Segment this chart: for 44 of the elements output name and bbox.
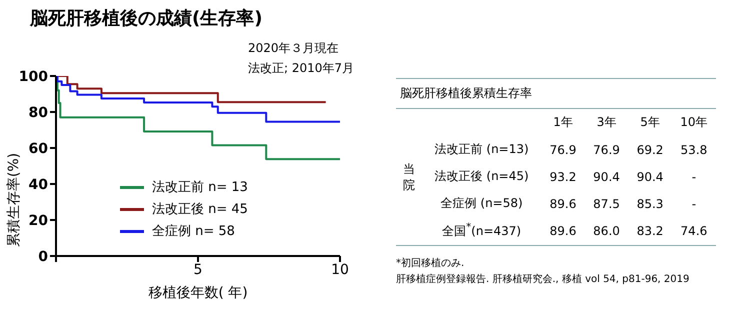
y-axis-title: 累積生存率(%) [5, 152, 23, 248]
text: 87.5 [593, 196, 620, 210]
x-axis-title: 移植後年数( 年) [147, 284, 249, 302]
text: 85.3 [636, 196, 664, 210]
text: 74.6 [680, 224, 708, 238]
text: 89.6 [550, 224, 576, 238]
text: 当院 [402, 160, 416, 192]
text: 76.9 [593, 142, 620, 156]
text: 90.4 [593, 170, 620, 184]
chart-title: 脳死肝移植後の成績(生存率) [30, 7, 262, 30]
y-tick-label: 80 [28, 104, 48, 121]
legend-label: 法改正前 n= 13 [152, 179, 248, 196]
text: 90.4 [636, 170, 664, 184]
text: 肝移植症例登録報告. 肝移植研究会., 移植 vol 54, p81-96, 2019 [396, 272, 690, 286]
y-tick-label: 20 [28, 212, 48, 229]
text: 法改正; 2010年7月 [248, 60, 354, 77]
y-tick-label: 0 [38, 248, 48, 265]
category-label: 法改正前 (n=13) [434, 142, 529, 156]
text: 76.9 [550, 142, 576, 156]
text: *初回移植のみ. [396, 256, 466, 270]
text: - [692, 170, 696, 184]
category-label: 法改正後 (n=45) [434, 169, 529, 183]
y-tick-label: 40 [28, 176, 48, 193]
category-label: 10年 [679, 114, 709, 131]
text: 脳死肝移植後累積生存率 [396, 78, 716, 109]
x-tick-label: 10 [331, 262, 349, 278]
text: 69.2 [636, 142, 664, 156]
text: 86.0 [593, 224, 620, 238]
category-label: 1年 [552, 114, 574, 131]
text: 93.2 [550, 170, 576, 184]
category-label: 3年 [596, 114, 618, 131]
category-label: 5年 [639, 114, 661, 131]
legend-label: 全症例 n= 58 [152, 223, 235, 240]
y-tick-label: 100 [18, 68, 48, 85]
text: 53.8 [680, 142, 708, 156]
category-label: 全国$^{*}$(n=437) [442, 222, 522, 238]
text: 89.6 [550, 196, 576, 210]
text: - [692, 196, 696, 210]
x-tick-label: 5 [194, 262, 202, 278]
text: 83.2 [636, 224, 664, 238]
category-label: 全症例 (n=58) [440, 196, 523, 210]
y-tick-label: 60 [28, 140, 48, 157]
text: 2020年３月現在 [248, 40, 339, 57]
legend-label: 法改正後 n= 45 [152, 201, 248, 218]
